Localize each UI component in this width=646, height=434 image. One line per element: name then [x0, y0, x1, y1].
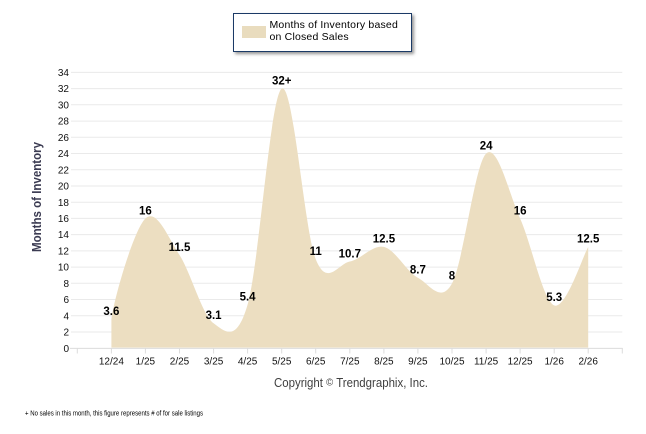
svg-text:9/25: 9/25 [408, 357, 428, 368]
svg-text:4/25: 4/25 [238, 357, 258, 368]
svg-text:2/26: 2/26 [578, 357, 598, 368]
svg-text:32: 32 [58, 84, 70, 95]
svg-text:12/24: 12/24 [99, 357, 124, 368]
svg-text:30: 30 [58, 100, 70, 111]
svg-text:28: 28 [58, 117, 70, 128]
svg-text:10: 10 [58, 263, 70, 274]
svg-text:0: 0 [63, 344, 69, 355]
svg-text:16: 16 [139, 205, 152, 217]
svg-text:16: 16 [58, 214, 70, 225]
svg-text:5/25: 5/25 [272, 357, 292, 368]
svg-text:8.7: 8.7 [410, 265, 426, 277]
svg-text:18: 18 [58, 198, 70, 209]
svg-text:2: 2 [63, 328, 69, 339]
svg-text:1/26: 1/26 [544, 357, 564, 368]
svg-text:12/25: 12/25 [508, 357, 533, 368]
svg-text:5.4: 5.4 [240, 291, 257, 303]
svg-text:26: 26 [58, 133, 70, 144]
svg-text:12: 12 [58, 247, 70, 258]
svg-text:3.1: 3.1 [206, 310, 223, 322]
svg-text:5.3: 5.3 [546, 292, 562, 304]
svg-text:12.5: 12.5 [577, 234, 600, 246]
svg-text:8: 8 [449, 270, 456, 282]
svg-text:12.5: 12.5 [373, 234, 396, 246]
svg-text:24: 24 [58, 149, 70, 160]
svg-text:34: 34 [58, 68, 70, 79]
svg-text:11: 11 [310, 246, 323, 258]
svg-text:24: 24 [480, 140, 493, 152]
svg-text:6/25: 6/25 [306, 357, 326, 368]
svg-text:3.6: 3.6 [103, 306, 119, 318]
svg-text:6: 6 [63, 295, 69, 306]
svg-text:22: 22 [58, 165, 70, 176]
svg-text:+ No sales in this month, this: + No sales in this month, this figure re… [25, 409, 203, 418]
svg-text:16: 16 [514, 205, 527, 217]
svg-text:2/25: 2/25 [170, 357, 190, 368]
svg-text:Copyright © Trendgraphix, Inc.: Copyright © Trendgraphix, Inc. [274, 376, 428, 390]
svg-text:Months of Inventory: Months of Inventory [30, 142, 44, 252]
svg-text:1/25: 1/25 [136, 357, 156, 368]
svg-text:10.7: 10.7 [339, 248, 361, 260]
svg-text:11.5: 11.5 [169, 242, 191, 254]
svg-text:10/25: 10/25 [439, 357, 464, 368]
svg-text:8: 8 [63, 279, 69, 290]
svg-text:11/25: 11/25 [474, 357, 499, 368]
svg-text:8/25: 8/25 [374, 357, 394, 368]
svg-text:20: 20 [58, 182, 70, 193]
svg-text:4: 4 [63, 311, 69, 322]
svg-text:3/25: 3/25 [204, 357, 224, 368]
svg-text:7/25: 7/25 [340, 357, 360, 368]
svg-text:14: 14 [58, 230, 70, 241]
svg-text:32+: 32+ [272, 75, 292, 87]
